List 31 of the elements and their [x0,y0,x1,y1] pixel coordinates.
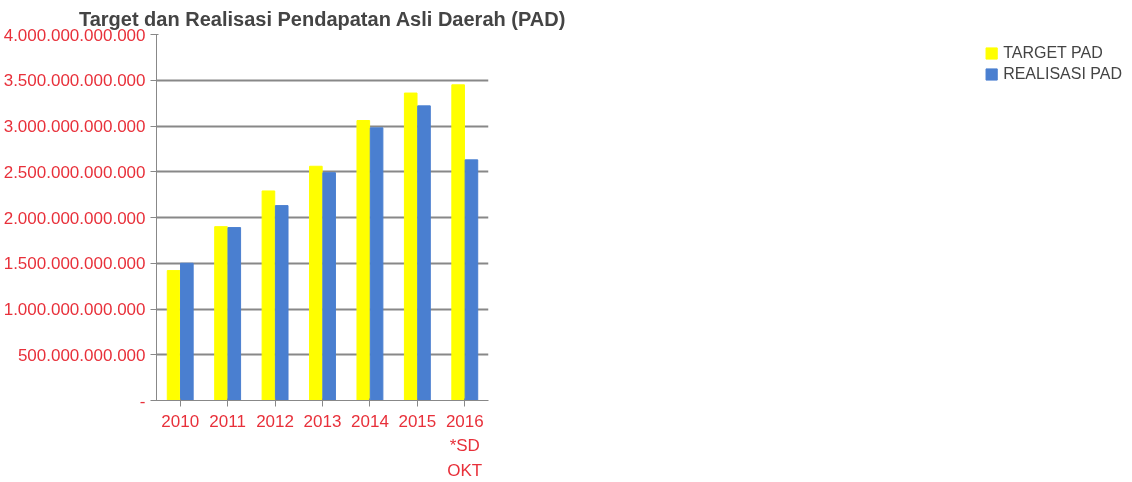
x-tick-label: 2013 [303,411,342,431]
bar [451,84,465,401]
bar [180,262,194,401]
bar [417,105,431,401]
bar [166,270,181,401]
bar [356,120,371,401]
legend-label: REALISASI PAD [1003,65,1122,83]
bar [309,165,323,401]
bar [322,172,336,401]
bar [464,159,479,401]
x-tick-label: 2011 [209,411,246,431]
x-tick-label: 2016 *SD OKT [445,411,484,480]
bar [227,227,242,401]
bar [261,190,276,401]
y-tick-label: 3.500.000.000.000 [3,71,146,91]
bar [403,92,418,401]
x-tick-label: 2014 [351,411,389,431]
legend-label: TARGET PAD [1003,44,1103,62]
y-tick-label: 2.000.000.000.000 [3,208,146,228]
y-tick-label: - [139,391,146,411]
y-tick-label: 500.000.000.000 [17,345,146,365]
x-tick-label: 2015 [398,411,437,431]
y-tick-label: 1.000.000.000.000 [3,300,146,319]
y-tick-label: 3.000.000.000.000 [3,117,146,136]
y-tick-label: 2.500.000.000.000 [3,162,146,182]
bar [274,205,289,401]
x-tick-label: 2012 [256,411,294,431]
y-tick-label: 1.500.000.000.000 [3,254,146,274]
bar [369,127,384,401]
bar [214,226,228,401]
x-tick-label: 2010 [161,411,200,431]
